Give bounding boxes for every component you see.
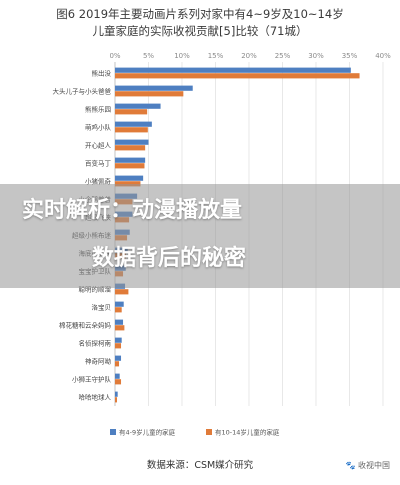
category-label: 小猪佩奇 [85, 176, 112, 185]
bar-series-2 [115, 289, 129, 295]
category-label: 百变马丁 [85, 158, 112, 167]
data-source-note: 数据来源：CSM媒介研究 [146, 460, 254, 471]
x-tick-label: 25% [275, 52, 291, 60]
bar-series-1 [115, 175, 144, 181]
category-label: 熊出没 [92, 68, 112, 77]
x-tick-label: 30% [308, 52, 324, 60]
category-label: 名侦探柯南 [79, 338, 112, 347]
bar-series-2 [115, 127, 148, 133]
bar-series-2 [115, 145, 146, 151]
bar-series-2 [115, 181, 141, 187]
x-tick-label: 35% [342, 52, 358, 60]
bar-series-1 [115, 355, 122, 361]
category-label: 棉花糖和云朵妈妈 [59, 320, 112, 329]
legend-label: 有4-9岁儿童的家庭 [119, 428, 176, 437]
bar-series-1 [115, 391, 118, 397]
bar-series-2 [115, 307, 122, 313]
chart-title-line-1: 图6 2019年主要动画片系列对家中有4~9岁及10~14岁 [56, 7, 344, 21]
bar-series-1 [115, 157, 146, 163]
chart-title-line-2: 儿童家庭的实际收视贡献[5]比较（71城） [92, 24, 308, 38]
bar-series-2 [115, 343, 122, 349]
bar-series-2 [115, 325, 125, 331]
bar-series-1 [115, 301, 124, 307]
category-label: 洛宝贝 [92, 302, 112, 311]
bar-series-2 [115, 73, 360, 79]
headline-line-1: 实时解析：动漫播放量 [22, 198, 243, 223]
x-tick-label: 40% [375, 52, 391, 60]
bar-series-2 [115, 397, 118, 403]
bar-series-2 [115, 109, 148, 115]
bar-series-1 [115, 103, 161, 109]
x-tick-label: 15% [208, 52, 224, 60]
legend-swatch [206, 429, 212, 435]
bar-series-2 [115, 91, 184, 97]
category-label: 小狮王守护队 [72, 374, 112, 383]
category-label: 开心超人 [85, 140, 112, 149]
bar-series-1 [115, 67, 351, 73]
category-label: 萌鸡小队 [85, 122, 112, 131]
category-label: 熊熊乐园 [85, 104, 111, 113]
category-label: 大头儿子与小头爸爸 [53, 86, 112, 95]
category-label: 神奇阿呦 [85, 356, 112, 365]
chart-title: 图6 2019年主要动画片系列对家中有4~9岁及10~14岁 儿童家庭的实际收视… [0, 6, 400, 40]
x-tick-label: 10% [174, 52, 190, 60]
headline-line-2: 数据背后的秘密 [92, 246, 247, 271]
category-label: 聪明的顺溜 [79, 284, 112, 293]
watermark: 🐾 收视中国 [345, 461, 390, 470]
bar-series-1 [115, 121, 152, 127]
bar-series-2 [115, 163, 145, 169]
category-label: 哈哈地球人 [79, 392, 112, 401]
bar-series-1 [115, 319, 124, 325]
bar-series-1 [115, 139, 149, 145]
x-tick-label: 0% [109, 52, 120, 60]
legend-swatch [110, 429, 116, 435]
x-tick-label: 5% [143, 52, 154, 60]
bar-series-1 [115, 373, 120, 379]
legend-label: 有10-14岁儿童的家庭 [215, 428, 280, 437]
headline-banner: 实时解析：动漫播放量 数据背后的秘密 [0, 184, 400, 288]
bar-series-1 [115, 337, 122, 343]
bar-series-1 [115, 85, 193, 91]
bar-series-2 [115, 361, 120, 367]
bar-series-2 [115, 379, 122, 385]
x-tick-label: 20% [241, 52, 257, 60]
